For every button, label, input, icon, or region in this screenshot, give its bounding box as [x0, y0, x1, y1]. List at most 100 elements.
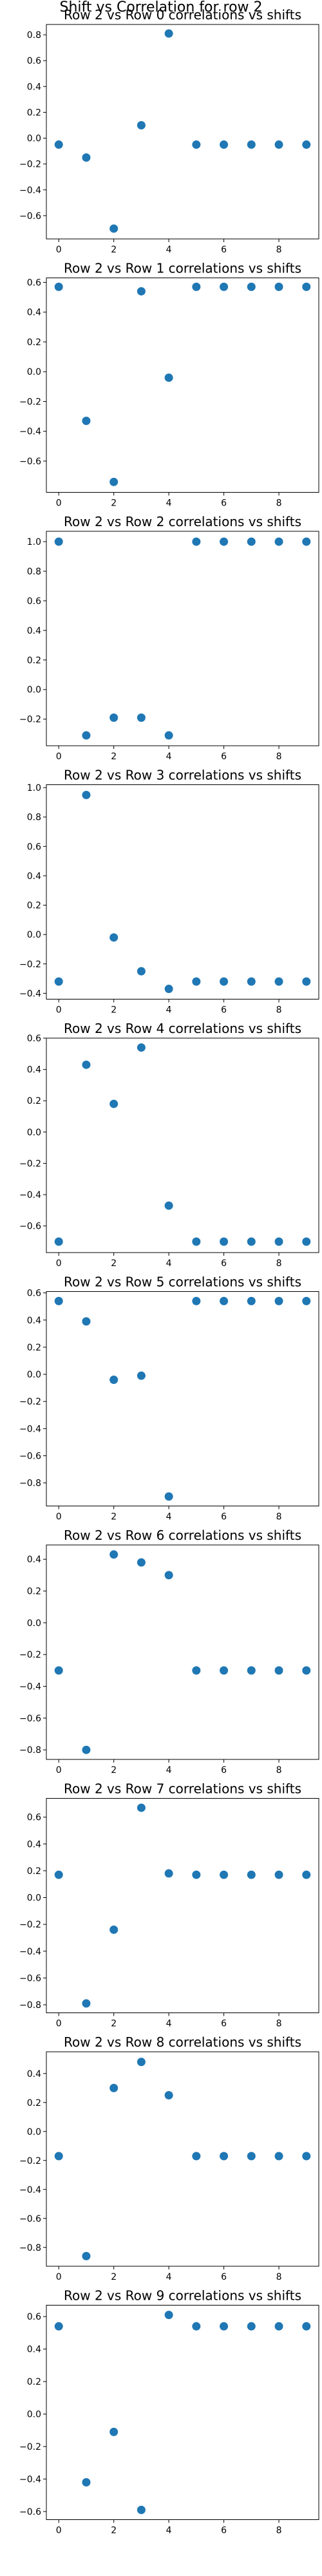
- data-point: [82, 153, 91, 162]
- y-tick-label: 0.2: [27, 108, 41, 118]
- data-point: [274, 282, 283, 291]
- x-tick-label: 8: [276, 1005, 282, 1016]
- y-tick-label: 0.0: [27, 367, 41, 377]
- x-tick-label: 8: [276, 1512, 282, 1522]
- data-point: [302, 282, 311, 291]
- data-point: [247, 1666, 256, 1675]
- data-point: [302, 537, 311, 546]
- y-tick-label: −0.4: [19, 185, 41, 196]
- data-point: [109, 713, 118, 722]
- y-tick-label: −0.6: [19, 2507, 41, 2517]
- data-point: [274, 2152, 283, 2161]
- y-tick-label: 0.4: [27, 82, 41, 92]
- y-tick-label: −0.2: [19, 1159, 41, 1169]
- y-tick-label: −0.6: [19, 457, 41, 467]
- y-tick-label: −0.8: [19, 1479, 41, 1489]
- x-tick-label: 2: [111, 2019, 117, 2029]
- y-tick-label: 0.2: [27, 1587, 41, 1597]
- data-point: [220, 1296, 229, 1305]
- data-point: [109, 933, 118, 942]
- data-point: [137, 713, 146, 722]
- y-tick-label: 0.6: [27, 1813, 41, 1823]
- y-tick-label: −0.6: [19, 1222, 41, 1232]
- x-tick-label: 2: [111, 1765, 117, 1776]
- data-point: [82, 731, 91, 740]
- x-tick-label: 0: [56, 752, 62, 762]
- y-tick-label: −0.4: [19, 1682, 41, 1692]
- subplot-title: Row 2 vs Row 2 correlations vs shifts: [64, 514, 301, 529]
- y-tick-label: 0.8: [27, 813, 41, 823]
- x-tick-label: 4: [166, 245, 172, 255]
- y-tick-label: −0.8: [19, 1745, 41, 1756]
- data-point: [164, 29, 173, 38]
- x-tick-label: 6: [221, 498, 227, 509]
- y-tick-label: 0.0: [27, 1128, 41, 1138]
- data-point: [54, 282, 63, 291]
- data-point: [192, 2322, 201, 2331]
- axes-frame: [46, 24, 319, 240]
- x-tick-label: 4: [166, 2526, 172, 2536]
- data-point: [247, 282, 256, 291]
- y-tick-label: 0.0: [27, 1893, 41, 1904]
- data-point: [54, 1296, 63, 1305]
- y-tick-label: 0.2: [27, 2098, 41, 2108]
- subplot-title: Row 2 vs Row 6 correlations vs shifts: [64, 1528, 301, 1543]
- y-tick-label: 0.2: [27, 656, 41, 666]
- y-tick-label: −0.4: [19, 1424, 41, 1434]
- data-point: [82, 2251, 91, 2260]
- data-point: [164, 731, 173, 740]
- x-tick-label: 6: [221, 1258, 227, 1269]
- data-point: [302, 140, 311, 149]
- data-point: [192, 537, 201, 546]
- x-tick-label: 4: [166, 1258, 172, 1269]
- x-tick-label: 2: [111, 498, 117, 509]
- y-tick-label: 0.8: [27, 567, 41, 577]
- axes-frame: [46, 1544, 319, 1760]
- data-point: [192, 2152, 201, 2161]
- y-tick-label: 0.6: [27, 1034, 41, 1044]
- y-tick-label: 0.6: [27, 2312, 41, 2322]
- subplot-title: Row 2 vs Row 5 correlations vs shifts: [64, 1274, 301, 1290]
- y-tick-label: 0.4: [27, 1555, 41, 1565]
- x-tick-label: 6: [221, 1512, 227, 1522]
- data-point: [164, 373, 173, 382]
- x-tick-label: 0: [56, 1258, 62, 1269]
- data-point: [274, 1870, 283, 1879]
- data-point: [192, 1870, 201, 1879]
- x-tick-label: 0: [56, 245, 62, 255]
- data-point: [54, 2152, 63, 2161]
- data-point: [82, 1060, 91, 1069]
- data-point: [54, 2322, 63, 2331]
- y-tick-label: 0.4: [27, 626, 41, 636]
- data-point: [164, 1201, 173, 1210]
- data-point: [302, 1296, 311, 1305]
- y-tick-label: 0.0: [27, 1370, 41, 1380]
- data-point: [302, 1237, 311, 1246]
- subplot-0: Row 2 vs Row 0 correlations vs shifts 0 2 4…: [19, 7, 319, 255]
- subplot-8: Row 2 vs Row 8 correlations vs shifts 0 2 4…: [19, 2034, 319, 2282]
- subplot-title: Row 2 vs Row 4 correlations vs shifts: [64, 1021, 301, 1036]
- data-point: [137, 1371, 146, 1380]
- y-tick-label: 0.6: [27, 1289, 41, 1299]
- data-point: [192, 140, 201, 149]
- y-tick-label: 0.6: [27, 278, 41, 288]
- data-point: [137, 1043, 146, 1052]
- y-tick-label: −0.6: [19, 1714, 41, 1724]
- x-tick-label: 0: [56, 2526, 62, 2536]
- subplot-3: Row 2 vs Row 3 correlations vs shifts 0 2 4…: [19, 768, 319, 1016]
- y-tick-label: −0.2: [19, 715, 41, 725]
- subplot-title: Row 2 vs Row 7 correlations vs shifts: [64, 1781, 301, 1797]
- data-point: [109, 1550, 118, 1559]
- data-point: [137, 2505, 146, 2514]
- data-point: [247, 2152, 256, 2161]
- y-tick-label: −0.2: [19, 1920, 41, 1930]
- data-point: [164, 2311, 173, 2320]
- axes-frame: [46, 1798, 319, 2013]
- y-tick-label: −0.2: [19, 397, 41, 407]
- y-tick-label: −0.4: [19, 989, 41, 999]
- data-point: [220, 2322, 229, 2331]
- x-tick-label: 0: [56, 2019, 62, 2029]
- data-point: [302, 2152, 311, 2161]
- y-tick-label: 0.0: [27, 134, 41, 144]
- x-tick-label: 4: [166, 1512, 172, 1522]
